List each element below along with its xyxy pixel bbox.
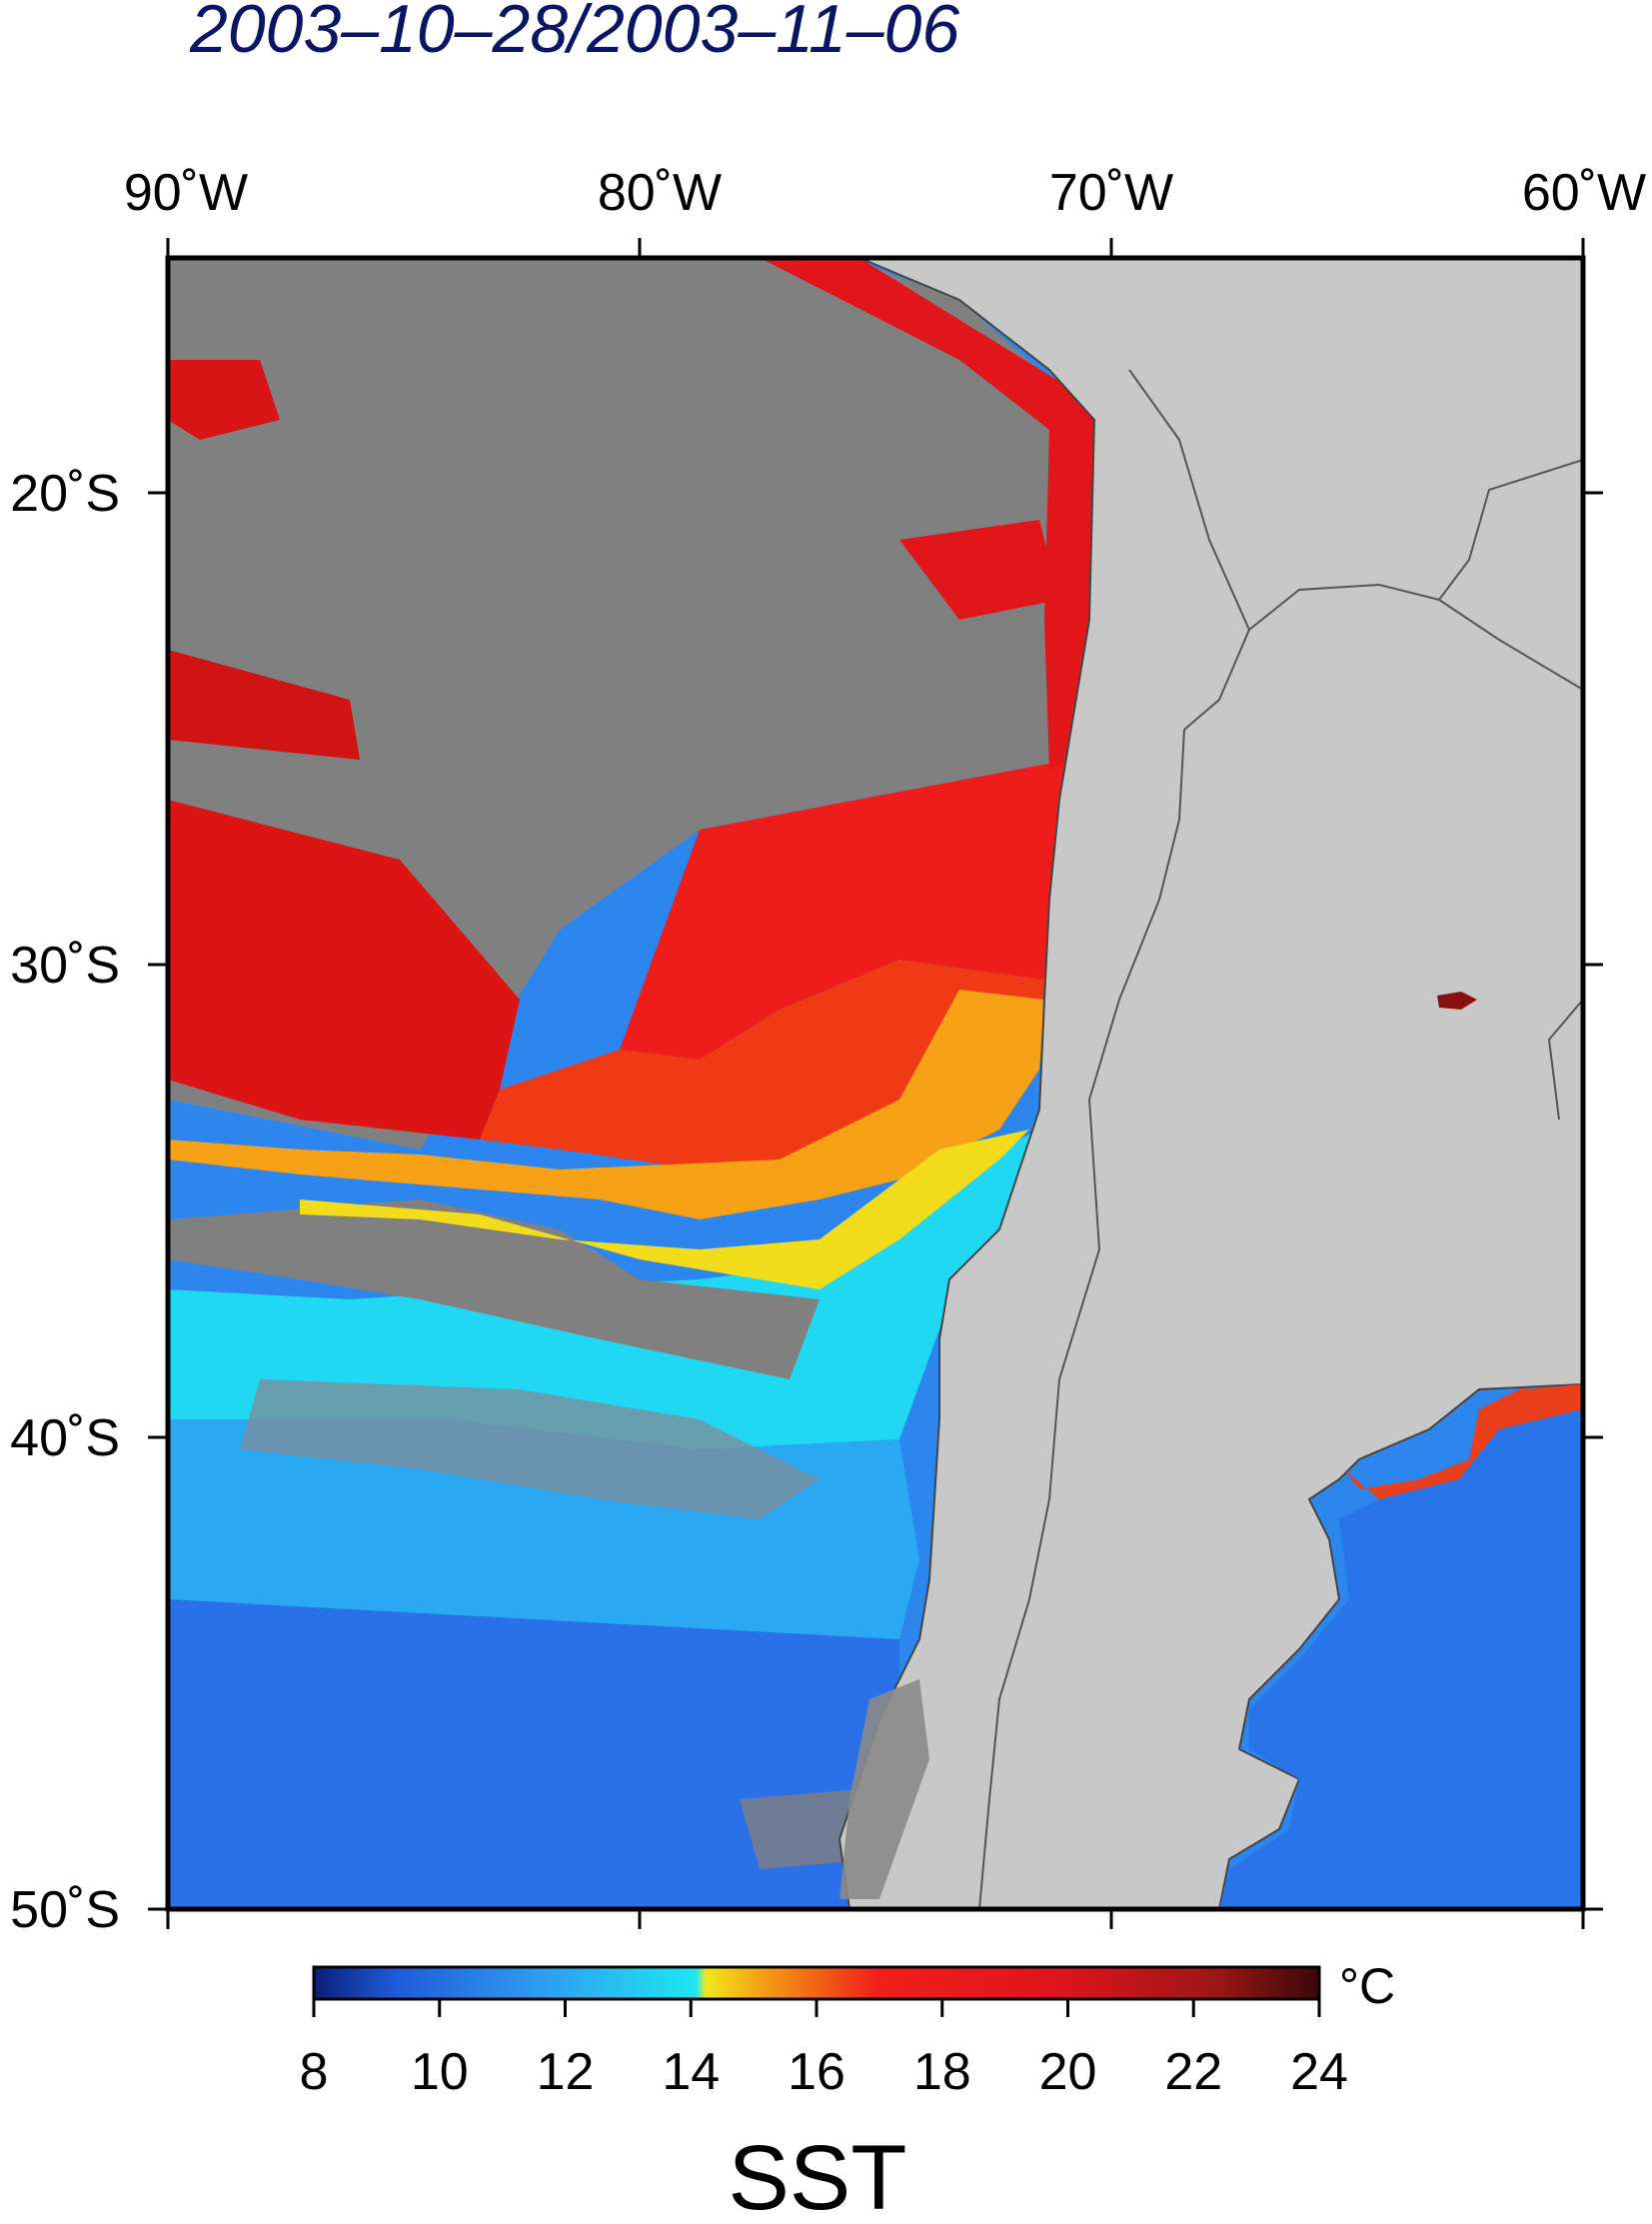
colorbar-tick-label: 22 (1164, 2043, 1222, 2101)
lat-label-20s: 20˚S (10, 465, 120, 523)
sst-red-patch-3 (168, 650, 360, 760)
map-frame (165, 255, 1586, 1912)
sst-yellow-band (300, 1129, 1029, 1289)
map-area (168, 258, 1583, 1909)
lat-label-40s: 40˚S (10, 1409, 120, 1467)
ocean-atlantic (1219, 1409, 1583, 1909)
lake-titicaca (1437, 992, 1477, 1010)
colorbar-tick-label: 16 (788, 2043, 845, 2101)
lon-label-90w: 90˚W (124, 164, 248, 222)
cloud-mask-scatter (240, 1379, 820, 1519)
sst-red-patch-2 (899, 520, 1059, 620)
sst-coastal-red-north (760, 258, 1099, 770)
border-chile-argentina (978, 629, 1250, 1909)
sst-red-patch-1 (168, 360, 280, 440)
colorbar-tick-label: 20 (1039, 2043, 1097, 2101)
lon-label-80w: 80˚W (598, 164, 722, 222)
colorbar-unit: °C (1339, 1958, 1395, 2014)
sst-warm-red-core (620, 760, 1069, 1060)
lon-label-60w: 60˚W (1522, 164, 1646, 222)
colorbar (312, 1965, 1321, 2001)
lat-ticks (148, 491, 1603, 1911)
colorbar-ticks: 8 10 12 14 16 18 20 22 24 (300, 1999, 1348, 2101)
colorbar-tick-label: 14 (662, 2043, 720, 2101)
colorbar-tick-label: 18 (913, 2043, 971, 2101)
colorbar-tick-label: 10 (411, 2043, 469, 2101)
lat-label-50s: 50˚S (10, 1881, 120, 1939)
lon-label-70w: 70˚W (1049, 164, 1173, 222)
border-peru-bolivia (1128, 369, 1583, 632)
map-title: 2003–10–28/2003–11–06 (190, 0, 960, 67)
sst-red-west (168, 800, 520, 1139)
chile-fjord-islands (839, 1679, 929, 1899)
lat-label-30s: 30˚S (10, 937, 120, 995)
colorbar-tick-label: 12 (537, 2043, 595, 2101)
ocean-cold-south (168, 1599, 899, 1909)
sst-atlantic-plume (1344, 1384, 1583, 1499)
lon-ticks (166, 238, 1585, 1929)
variable-label: SST (729, 2127, 907, 2224)
border-bolivia-paraguay (1438, 599, 1583, 691)
cloud-mask-mid (168, 1199, 820, 1379)
sst-orange-band (168, 990, 1044, 1219)
colorbar-tick-label: 8 (300, 2043, 329, 2101)
colorbar-tick-label: 24 (1290, 2043, 1348, 2101)
border-uruguay (1547, 999, 1583, 1120)
